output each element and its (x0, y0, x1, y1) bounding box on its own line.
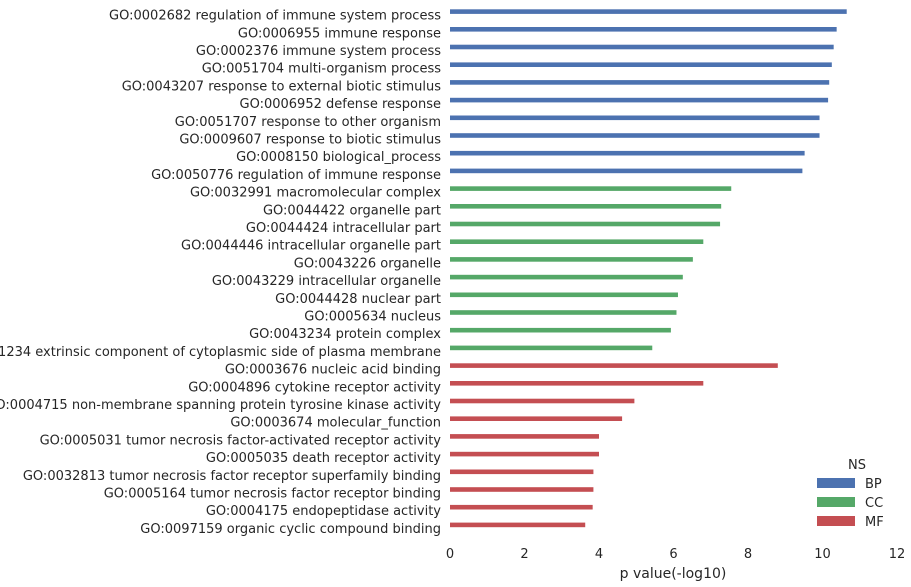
bar-cc (450, 292, 678, 298)
category-label: GO:0002682 regulation of immune system p… (109, 9, 441, 24)
category-label: GO:0003676 nucleic acid binding (225, 363, 441, 378)
bar-mf (450, 416, 623, 421)
bar-mf (450, 363, 778, 368)
legend-label-bp: BP (865, 477, 882, 492)
bar-bp (450, 62, 832, 67)
legend-swatch-bp (817, 478, 855, 488)
category-label: GO:0005035 death receptor activity (206, 451, 441, 466)
bar-mf (450, 451, 599, 457)
x-axis: 0 2 4 6 8 10 12 (446, 547, 905, 562)
bar-bp (450, 133, 820, 138)
category-label: GO:0043207 response to external biotic s… (122, 79, 442, 94)
category-label: GO:0008150 biological_process (236, 150, 441, 165)
legend-title: NS (848, 458, 866, 473)
bar-cc (450, 345, 653, 351)
category-label: GO:0043229 intracellular organelle (212, 274, 441, 289)
bar-cc (450, 186, 732, 191)
legend-label-cc: CC (865, 496, 883, 511)
x-tick-label: 4 (595, 547, 603, 562)
category-label: GO:0004175 endopeptidase activity (206, 504, 441, 519)
category-label: GO:0097159 organic cyclic compound bindi… (140, 522, 441, 537)
category-label: GO:0003674 molecular_function (230, 416, 441, 431)
category-label: GO:0051707 response to other organism (175, 115, 441, 130)
category-label: GO:0044446 intracellular organelle part (181, 239, 441, 254)
x-axis-label: p value(-log10) (620, 566, 727, 582)
category-label: GO:0032991 macromolecular complex (190, 186, 441, 201)
category-label: GO:0050776 regulation of immune response (151, 168, 441, 183)
bar-cc (450, 239, 704, 244)
x-tick-label: 10 (814, 547, 831, 562)
category-label: GO:0004896 cytokine receptor activity (188, 380, 441, 395)
x-tick-label: 6 (669, 547, 677, 562)
bar-bp (450, 115, 820, 121)
bar-mf (450, 381, 704, 386)
legend-swatch-cc (817, 497, 855, 507)
category-label: GO:0043234 protein complex (249, 327, 441, 342)
bar-cc (450, 327, 671, 333)
bar-mf (450, 487, 594, 492)
category-label: GO:0004715 non-membrane spanning protein… (0, 398, 441, 413)
bar-mf (450, 398, 635, 404)
x-tick-label: 2 (520, 547, 528, 562)
category-label: GO:0051704 multi-organism process (202, 62, 442, 77)
bar-mf (450, 434, 599, 439)
category-label: GO:0005031 tumor necrosis factor-activat… (40, 433, 442, 448)
bar-bp (450, 80, 830, 85)
bar-bp (450, 9, 847, 14)
category-label: GO:0005634 nucleus (304, 310, 441, 325)
bar-mf (450, 469, 594, 475)
bar-cc (450, 257, 693, 262)
bar-cc (450, 221, 721, 227)
category-label: GO:0032813 tumor necrosis factor recepto… (23, 469, 441, 484)
category-label: GO:0009607 response to biotic stimulus (179, 133, 441, 148)
category-label: GO:0044424 intracellular part (246, 221, 441, 236)
category-label: GO:0031234 extrinsic component of cytopl… (0, 345, 441, 360)
category-label: GO:0044422 organelle part (263, 203, 441, 218)
legend-label-mf: MF (865, 515, 884, 530)
bar-bp (450, 150, 805, 156)
legend: NS BP CC MF (817, 458, 884, 530)
category-label: GO:0043226 organelle (294, 256, 441, 271)
x-tick-label: 12 (889, 547, 906, 562)
category-labels: GO:0002682 regulation of immune system p… (0, 9, 441, 537)
bar-mf (450, 504, 593, 510)
bar-bp (450, 44, 834, 50)
x-tick-label: 0 (446, 547, 454, 562)
category-label: GO:0044428 nuclear part (275, 292, 441, 307)
bar-cc (450, 204, 722, 209)
bar-bp (450, 168, 803, 174)
bars (450, 9, 847, 528)
bar-mf (450, 522, 586, 528)
category-label: GO:0006952 defense response (240, 97, 442, 112)
legend-swatch-mf (817, 516, 855, 526)
category-label: GO:0006955 immune response (238, 26, 441, 41)
category-label: GO:0005164 tumor necrosis factor recepto… (104, 487, 441, 502)
category-label: GO:0002376 immune system process (196, 44, 441, 59)
bar-bp (450, 97, 829, 103)
bar-bp (450, 27, 837, 32)
bar-cc (450, 310, 677, 315)
bar-cc (450, 274, 683, 280)
x-tick-label: 8 (744, 547, 752, 562)
